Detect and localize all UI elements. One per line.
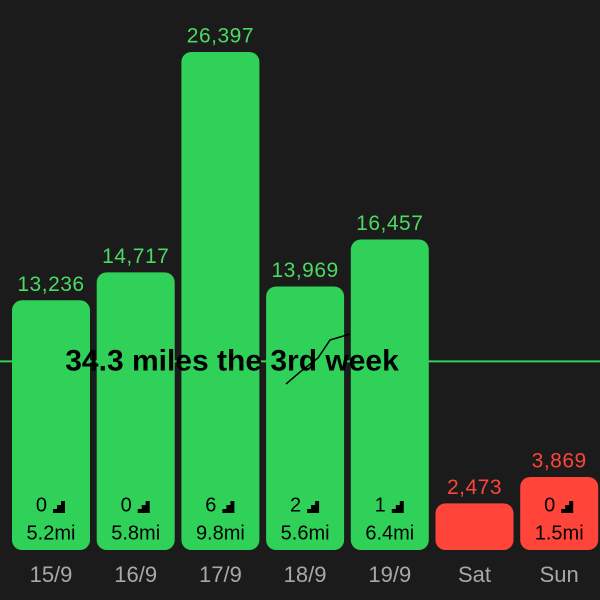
x-tick-label: 18/9 xyxy=(284,562,327,587)
value-label: 16,457 xyxy=(356,212,423,235)
bar xyxy=(12,300,90,550)
stairs-icon xyxy=(53,501,65,513)
value-label: 13,236 xyxy=(17,273,84,296)
distance-label: 1.5mi xyxy=(535,522,584,544)
value-label: 2,473 xyxy=(447,476,502,499)
x-tick-label: 16/9 xyxy=(114,562,157,587)
x-tick-label: Sun xyxy=(540,562,579,587)
scribble xyxy=(285,333,351,385)
value-label: 26,397 xyxy=(187,25,254,48)
floors-label: 0 xyxy=(544,494,555,516)
bar xyxy=(96,272,175,550)
stairs-icon xyxy=(391,501,404,513)
x-tick-label: Sat xyxy=(458,562,491,587)
value-label: 14,717 xyxy=(102,245,169,268)
x-tick-label: 19/9 xyxy=(368,562,411,587)
x-tick-label: 17/9 xyxy=(199,562,242,587)
distance-label: 9.8mi xyxy=(196,522,245,544)
floors-label: 6 xyxy=(205,494,216,516)
bar xyxy=(266,286,345,550)
bar xyxy=(435,503,514,550)
x-tick-label: 15/9 xyxy=(30,562,73,587)
bar xyxy=(181,51,260,550)
value-label: 3,869 xyxy=(532,450,587,473)
floors-label: 1 xyxy=(375,494,386,516)
bar xyxy=(520,477,599,550)
distance-label: 6.4mi xyxy=(365,522,414,544)
distance-label: 5.2mi xyxy=(27,522,76,544)
annotation: 34.3 miles the 3rd week xyxy=(65,344,399,377)
bar xyxy=(350,239,429,551)
stairs-icon xyxy=(307,501,320,513)
stairs-icon xyxy=(561,501,574,513)
stairs-icon xyxy=(222,501,235,513)
distance-label: 5.8mi xyxy=(111,522,160,544)
floors-label: 0 xyxy=(121,494,132,516)
floors-label: 0 xyxy=(36,494,47,516)
value-label: 13,969 xyxy=(271,259,338,282)
floors-label: 2 xyxy=(290,494,301,516)
stairs-icon xyxy=(137,501,150,513)
distance-label: 5.6mi xyxy=(281,522,330,544)
